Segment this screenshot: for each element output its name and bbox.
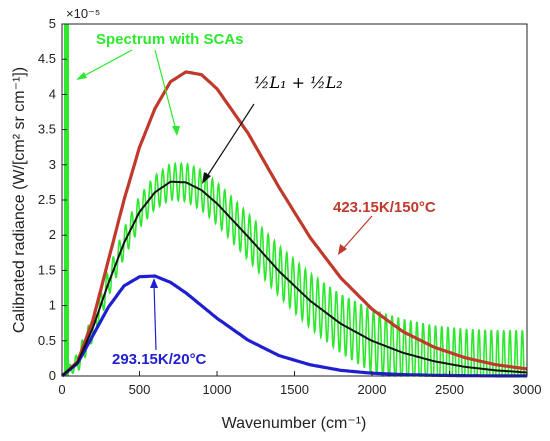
y-tick-label: 4.5 [38, 51, 56, 66]
y-tick-label: 1 [49, 298, 56, 313]
sca-arrow-right-head [172, 126, 180, 136]
series-line-2 [61, 180, 528, 377]
sca-arrow-left [79, 49, 133, 79]
y-tick-label: 2.5 [38, 192, 56, 207]
y-tick-label: 2 [49, 227, 56, 242]
y-tick-label: 0 [49, 368, 56, 383]
formula-annotation-label: ½L₁ + ½L₂ [254, 73, 343, 92]
y-tick-label: 4 [49, 86, 56, 101]
x-tick-label: 2500 [435, 382, 464, 397]
formula-arrow [205, 103, 255, 179]
sca-spectrum-line [61, 161, 528, 377]
cold-annotation-label: 293.15K/20°C [112, 351, 207, 368]
y-tick-label: 5 [49, 16, 56, 31]
x-axis-label: Wavenumber (cm⁻¹) [222, 415, 367, 432]
hot-annotation-label: 423.15K/150°C [333, 199, 436, 216]
y-exponent-label: ×10⁻⁵ [66, 6, 100, 21]
x-tick-label: 500 [129, 382, 151, 397]
cold-arrow-head [150, 278, 158, 288]
annotation-arrows [76, 49, 373, 351]
hot-arrow-head [338, 244, 347, 255]
x-tick-label: 1000 [203, 382, 232, 397]
x-tick-label: 3000 [513, 382, 542, 397]
sca-annotation-label: Spectrum with SCAs [96, 31, 244, 48]
y-tick-label: 3.5 [38, 122, 56, 137]
y-tick-label: 0.5 [38, 333, 56, 348]
y-tick-label: 1.5 [38, 262, 56, 277]
cold-arrow [153, 283, 157, 351]
y-tick-label: 3 [49, 157, 56, 172]
formula-arrow-head [202, 172, 211, 184]
series-lines [60, 70, 528, 378]
hot-arrow [341, 215, 373, 251]
x-tick-label: 1500 [280, 382, 309, 397]
sca-arrow-right [154, 49, 177, 131]
series-line-0 [60, 70, 528, 378]
axis-ticks: 0 500 1000 1500 2000 2500 3000 0 0.5 1 1.5 2 2.5 3 3.5… [38, 16, 542, 397]
x-tick-label: 0 [58, 382, 65, 397]
sca-arrow-left-head [76, 72, 87, 80]
x-tick-label: 2000 [358, 382, 387, 397]
y-axis-label: Calibrated radiance (W/[cm² sr cm⁻¹]) [11, 67, 28, 333]
